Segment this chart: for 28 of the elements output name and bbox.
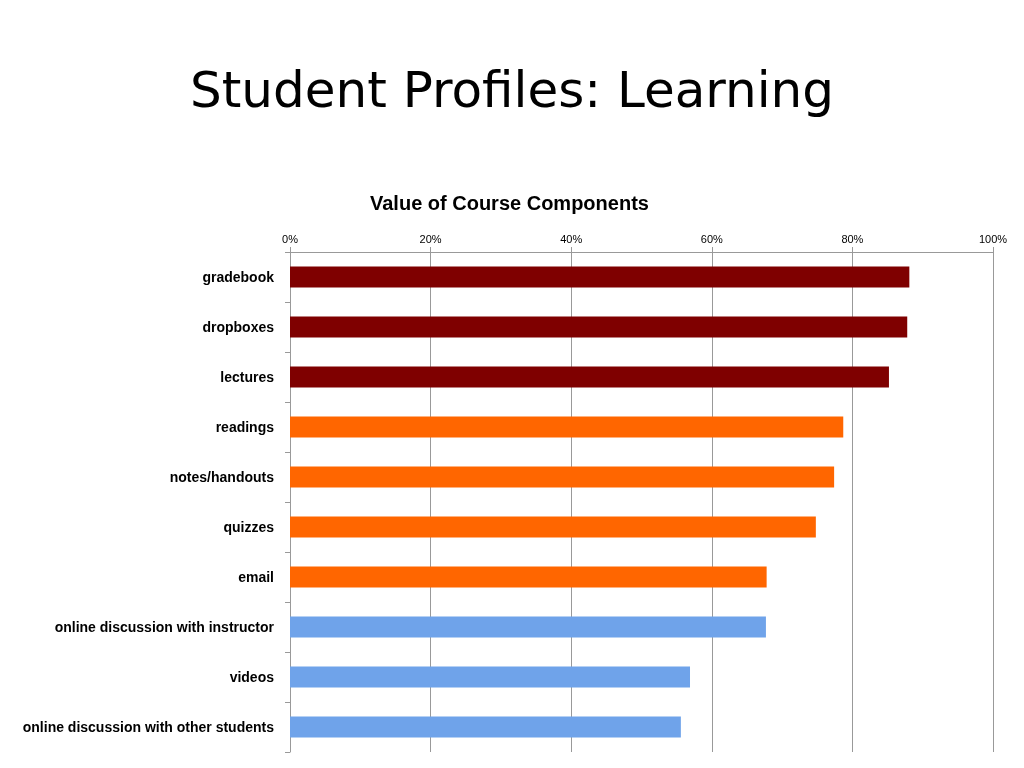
y-tick-label: online discussion with other students <box>22 719 275 735</box>
bar <box>290 466 835 488</box>
y-tick-label: notes/handouts <box>169 469 275 485</box>
x-tick-label: 0% <box>282 232 299 245</box>
x-tick-label: 60% <box>700 232 724 245</box>
y-tick-label: online discussion with instructor <box>54 619 275 635</box>
x-tick-label: 40% <box>560 232 583 245</box>
x-tick-label: 80% <box>841 232 864 245</box>
y-tick-label: lectures <box>220 369 275 385</box>
chart-subtitle: Value of Course Components <box>370 192 649 214</box>
y-tick-label: gradebook <box>202 269 275 285</box>
bar <box>290 666 691 688</box>
bar <box>290 516 816 538</box>
y-tick-label: quizzes <box>223 519 275 535</box>
x-tick-label: 20% <box>419 232 442 245</box>
y-tick-label: videos <box>229 669 275 685</box>
bar <box>290 716 681 738</box>
bar <box>290 416 844 438</box>
bar <box>290 616 766 638</box>
y-tick-label: readings <box>215 419 275 435</box>
y-tick-label: email <box>238 569 274 585</box>
chart-title: Student Profiles: Learning <box>189 61 835 119</box>
bar <box>290 366 889 388</box>
bar <box>290 316 908 338</box>
x-tick-label: 100% <box>978 232 1008 245</box>
bar <box>290 266 910 288</box>
y-tick-label: dropboxes <box>202 319 275 335</box>
bar <box>290 566 767 588</box>
